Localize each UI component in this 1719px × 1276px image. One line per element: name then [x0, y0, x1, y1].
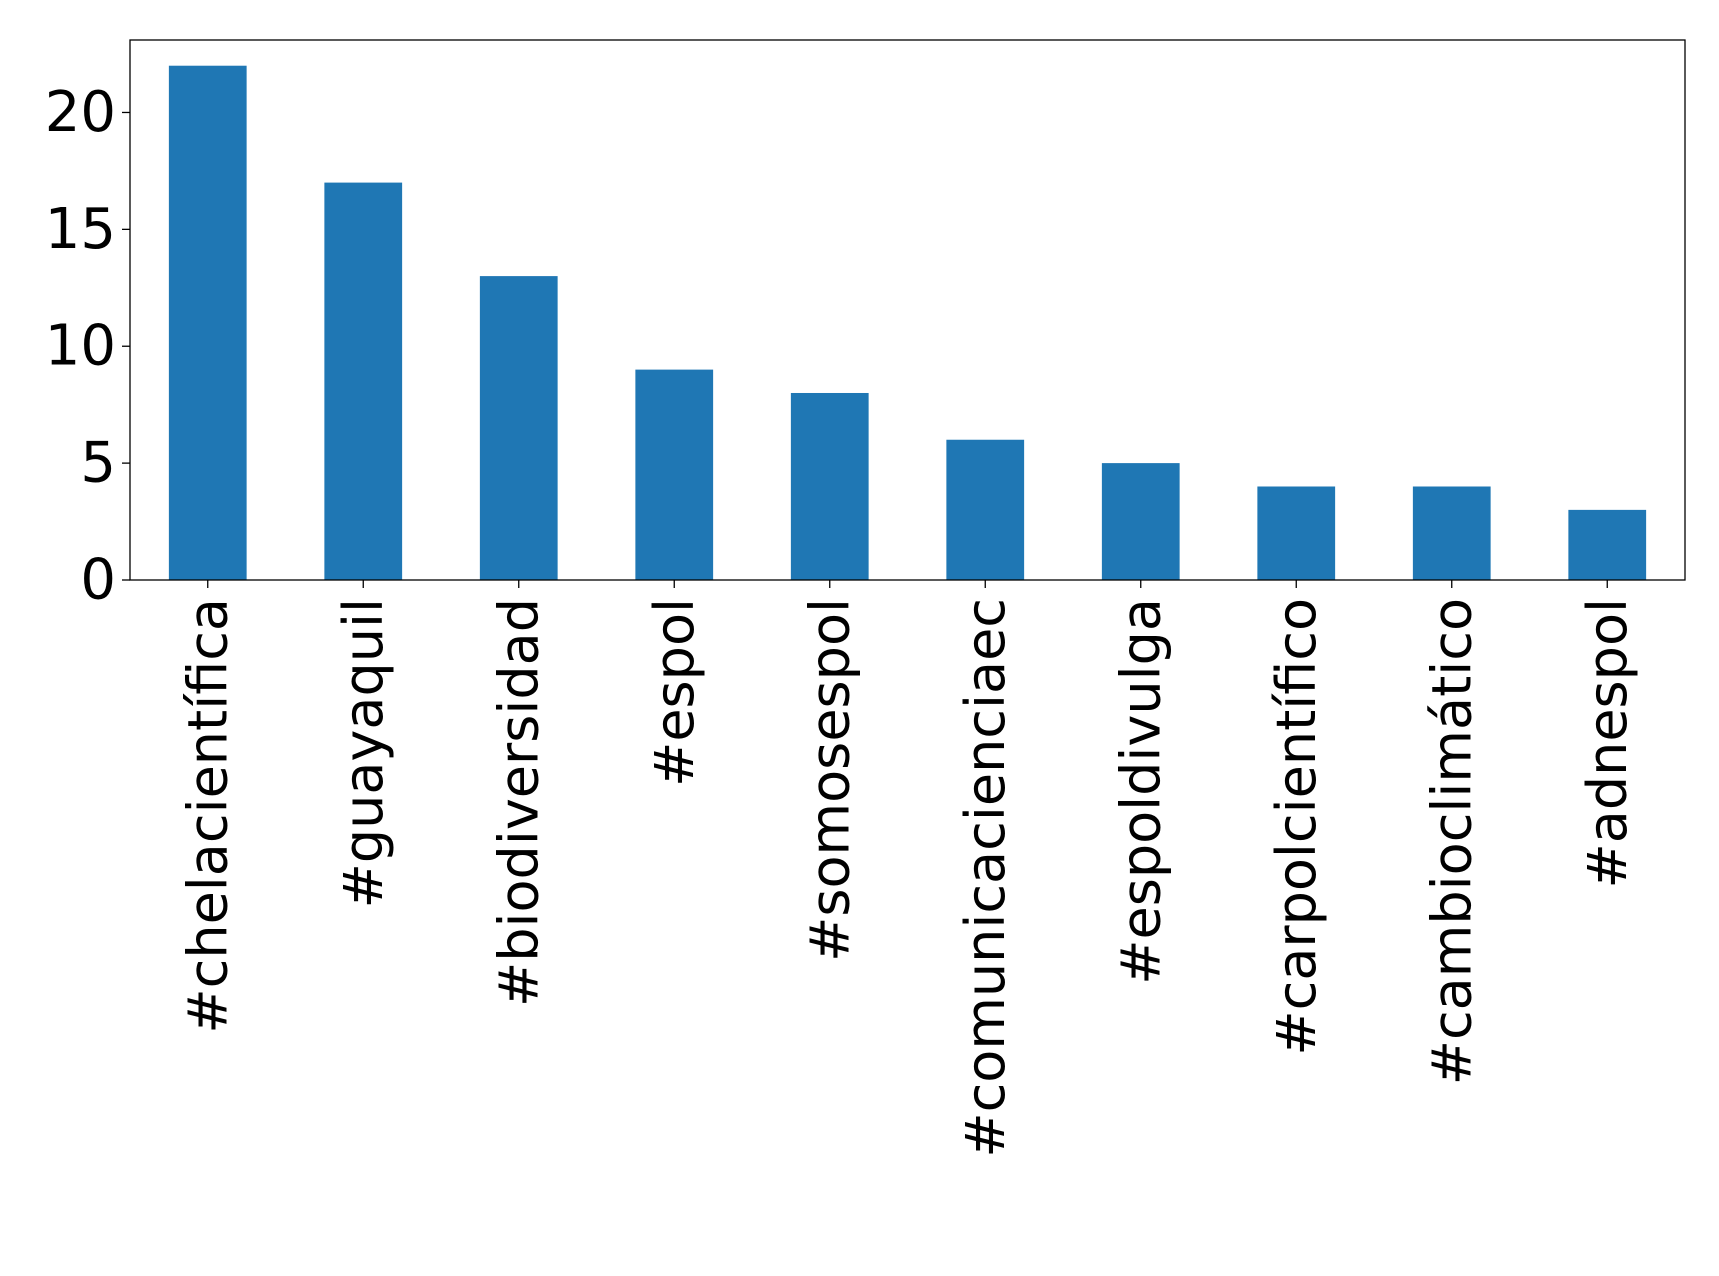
bar [1257, 486, 1336, 580]
plot-frame [129, 39, 1686, 581]
x-tick-label: #comunicacienciaec [954, 598, 1017, 1158]
y-tick-label: 0 [80, 548, 116, 613]
x-tick-label: #guayaquil [332, 598, 395, 908]
bars-group [168, 65, 1647, 580]
bar [946, 439, 1025, 580]
x-tick-label: #espoldivulga [1109, 598, 1172, 985]
bar [635, 369, 714, 580]
bar [324, 182, 403, 580]
x-tick-label: #chelacientífica [176, 598, 239, 1034]
bar [1101, 463, 1180, 580]
x-tick-label: #espol [643, 598, 706, 787]
y-axis: 0 5 10 15 20 [45, 80, 130, 613]
bar [479, 276, 558, 580]
bar [1412, 486, 1491, 580]
x-tick-label: #cambioclimático [1420, 598, 1483, 1085]
x-tick-label: #biodiversidad [487, 598, 550, 1007]
y-tick-label: 10 [45, 314, 116, 379]
y-tick-label: 5 [80, 431, 116, 496]
bar [168, 65, 247, 580]
x-axis: #chelacientífica #guayaquil #biodiversidad… [176, 580, 1639, 1158]
bar [1568, 509, 1647, 580]
y-tick-label: 15 [45, 197, 116, 262]
bar [790, 392, 869, 580]
y-tick-label: 20 [45, 80, 116, 145]
x-tick-label: #adnespol [1576, 598, 1639, 889]
x-tick-label: #somosespol [798, 598, 861, 962]
x-tick-label: #carpolcientífico [1265, 598, 1328, 1056]
